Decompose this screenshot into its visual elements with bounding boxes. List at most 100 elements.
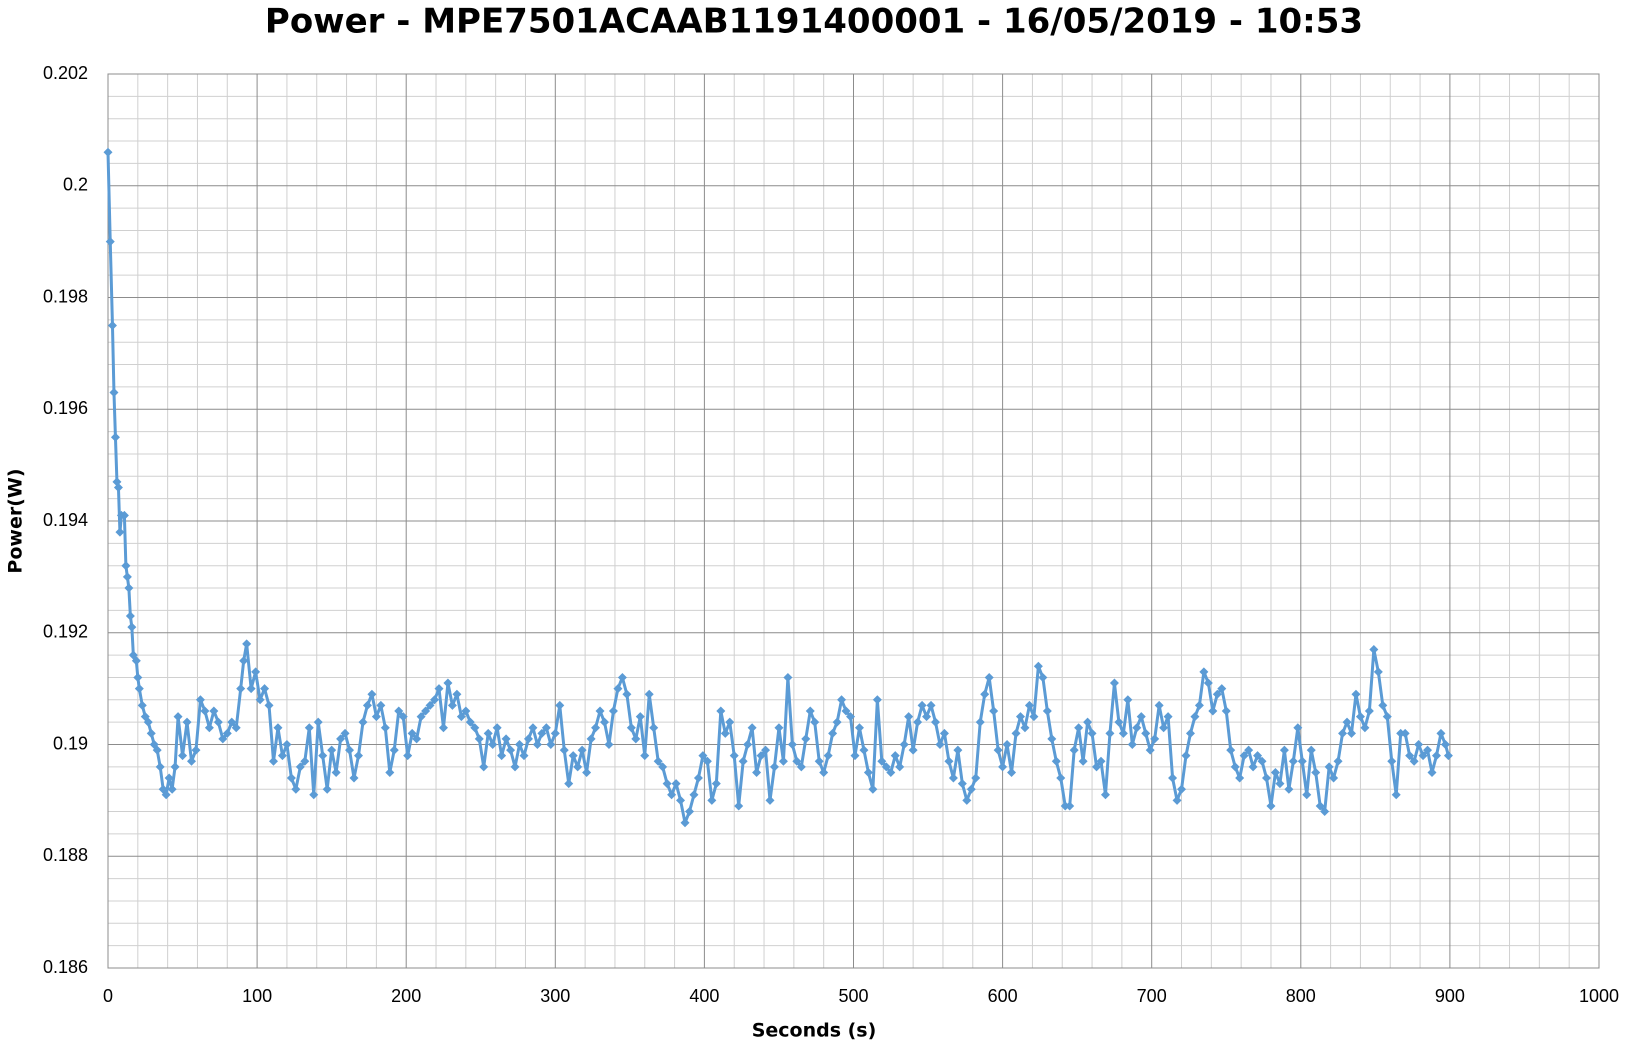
- data-point: [617, 672, 627, 682]
- data-point: [1288, 756, 1298, 766]
- data-point: [1239, 751, 1249, 761]
- data-point: [167, 784, 177, 794]
- data-point: [394, 706, 404, 716]
- data-point: [868, 784, 878, 794]
- data-point: [600, 717, 610, 727]
- data-point: [421, 706, 431, 716]
- data-point: [1306, 745, 1316, 755]
- data-point: [568, 751, 578, 761]
- data-point: [371, 712, 381, 722]
- data-point: [309, 790, 319, 800]
- data-point: [975, 717, 985, 727]
- data-point: [644, 689, 654, 699]
- data-point: [765, 795, 775, 805]
- data-point: [756, 751, 766, 761]
- data-point: [286, 773, 296, 783]
- data-point: [380, 723, 390, 733]
- data-point: [984, 672, 994, 682]
- data-point: [269, 756, 279, 766]
- data-point: [407, 728, 417, 738]
- data-point: [236, 684, 246, 694]
- data-point: [711, 779, 721, 789]
- data-point: [178, 751, 188, 761]
- y-tick-label: 0.186: [43, 957, 88, 977]
- data-point: [926, 700, 936, 710]
- data-point: [948, 773, 958, 783]
- data-point: [345, 745, 355, 755]
- data-point: [327, 745, 337, 755]
- data-point: [1159, 723, 1169, 733]
- data-point: [613, 684, 623, 694]
- data-point: [716, 706, 726, 716]
- data-point: [823, 751, 833, 761]
- data-point: [1047, 734, 1057, 744]
- data-point: [173, 712, 183, 722]
- data-point: [810, 717, 820, 727]
- data-point: [115, 527, 125, 537]
- data-point: [1185, 728, 1195, 738]
- data-point: [164, 773, 174, 783]
- data-point: [362, 700, 372, 710]
- data-point: [155, 762, 165, 772]
- data-point: [452, 689, 462, 699]
- x-tick-label: 500: [838, 986, 868, 1006]
- data-point: [103, 147, 113, 157]
- data-point: [1270, 767, 1280, 777]
- data-point: [913, 717, 923, 727]
- data-point: [828, 728, 838, 738]
- data-point: [595, 706, 605, 716]
- data-point: [1033, 661, 1043, 671]
- data-point: [989, 706, 999, 716]
- data-point: [447, 700, 457, 710]
- data-point: [1275, 779, 1285, 789]
- data-point: [546, 740, 556, 749]
- data-point: [143, 717, 153, 727]
- data-point: [1190, 712, 1200, 722]
- data-point: [577, 745, 587, 755]
- data-point: [1199, 667, 1209, 677]
- data-point: [550, 728, 560, 738]
- data-point: [747, 723, 757, 733]
- data-point: [640, 751, 650, 761]
- data-point: [242, 639, 252, 649]
- data-point: [1127, 740, 1137, 749]
- data-point: [743, 740, 753, 749]
- data-point: [146, 728, 156, 738]
- data-point: [251, 667, 261, 677]
- data-point: [412, 734, 422, 744]
- data-point: [631, 734, 641, 744]
- data-point: [890, 751, 900, 761]
- data-point: [260, 684, 270, 694]
- data-point: [434, 684, 444, 694]
- data-point: [1351, 689, 1361, 699]
- data-point: [227, 717, 237, 727]
- data-point: [1123, 695, 1133, 705]
- data-point: [1414, 740, 1424, 749]
- data-point: [456, 712, 466, 722]
- data-point: [1257, 756, 1267, 766]
- data-point: [917, 700, 927, 710]
- data-point: [586, 734, 596, 744]
- data-point: [783, 672, 793, 682]
- data-point: [1431, 751, 1441, 761]
- data-point: [1221, 706, 1231, 716]
- data-point: [264, 700, 274, 710]
- data-point: [340, 728, 350, 738]
- data-point: [1297, 756, 1307, 766]
- data-point: [805, 706, 815, 716]
- data-point: [318, 751, 328, 761]
- data-point: [430, 695, 440, 705]
- data-point: [492, 723, 502, 733]
- data-point: [1436, 728, 1446, 738]
- data-point: [591, 723, 601, 733]
- data-point: [1078, 756, 1088, 766]
- x-tick-label: 200: [391, 986, 421, 1006]
- x-tick-label: 0: [103, 986, 113, 1006]
- data-point: [1382, 712, 1392, 722]
- data-point: [1253, 751, 1263, 761]
- data-point: [105, 237, 115, 247]
- data-point: [895, 762, 905, 772]
- data-point: [109, 387, 119, 397]
- data-point: [127, 622, 137, 632]
- data-point: [1083, 717, 1093, 727]
